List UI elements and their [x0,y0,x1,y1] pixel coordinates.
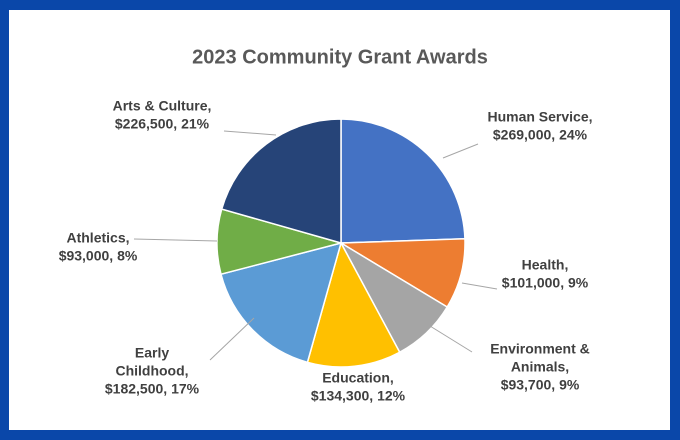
data-label: $134,300, 12% [311,388,406,404]
data-label: Health, [522,257,569,273]
pie-slice [220,241,343,364]
chart-title: 2023 Community Grant Awards [192,46,488,68]
data-label: Athletics, [66,230,129,246]
data-label: Animals, [511,359,569,375]
leader-line [461,282,498,290]
leader-line [442,143,479,159]
data-label: Arts & Culture, [113,98,212,114]
pie-slice [220,118,342,244]
data-label: $93,000, 8% [59,248,138,264]
data-label: $269,000, 24% [493,127,588,143]
data-label: $226,500, 21% [115,116,210,132]
data-label: Childhood, [115,363,188,379]
leader-line [209,317,255,361]
data-label: $101,000, 9% [502,275,589,291]
data-label: $93,700, 9% [501,377,580,393]
data-label: Education, [322,370,394,386]
pie-slice [306,241,401,368]
data-label: Early [135,345,169,361]
data-label: $182,500, 17% [105,381,200,397]
data-label: Environment & [490,341,590,357]
leader-line [223,130,277,136]
pie-slice [340,118,466,244]
leader-line [429,325,473,353]
leader-line [133,238,218,242]
data-label: Human Service, [487,109,592,125]
